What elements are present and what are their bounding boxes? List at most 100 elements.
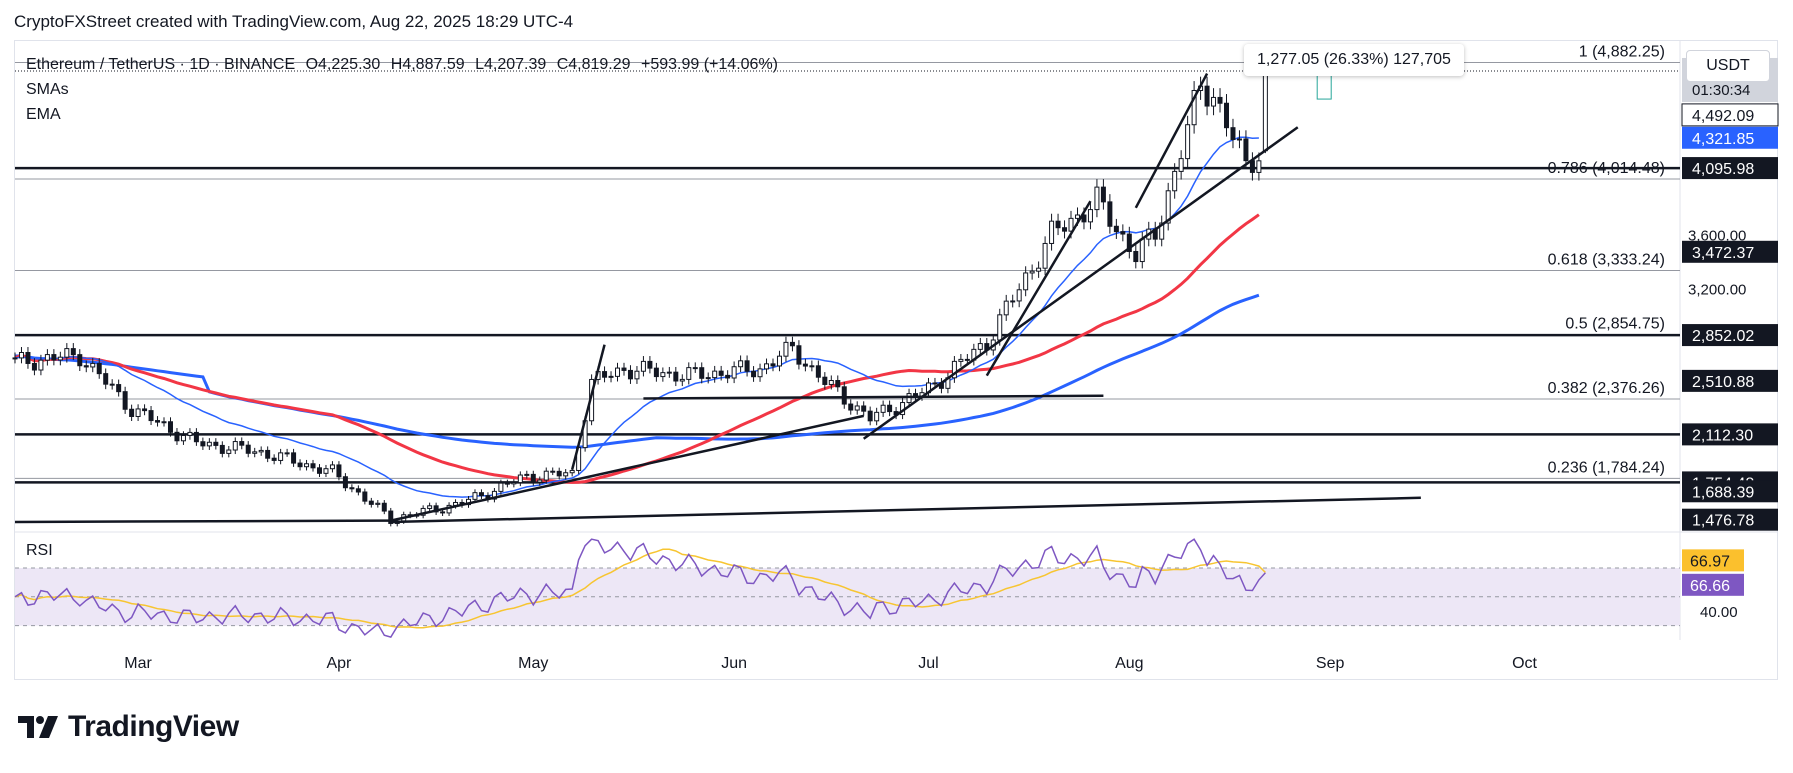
candle-body[interactable] [239,441,245,446]
candle-body[interactable] [31,362,37,371]
candle-body[interactable] [155,420,161,423]
candle-body[interactable] [828,380,834,385]
candle-body[interactable] [381,502,387,512]
currency-button[interactable]: USDT [1686,50,1770,82]
trendline[interactable] [14,519,391,524]
legend-symbol[interactable]: Ethereum / TetherUS · 1D · BINANCE [26,56,296,73]
candle-body[interactable] [297,462,303,468]
candle-body[interactable] [1165,190,1171,224]
candle-body[interactable] [1087,209,1093,223]
candle-body[interactable] [226,449,232,454]
candle-body[interactable] [1223,102,1229,129]
candle-body[interactable] [1256,160,1262,173]
candle-body[interactable] [705,377,711,380]
candle-body[interactable] [660,372,666,378]
candle-body[interactable] [686,367,692,380]
candle-body[interactable] [809,365,815,368]
candle-body[interactable] [673,371,679,382]
legend-indicator-ema[interactable]: EMA [26,106,61,123]
candle-body[interactable] [83,365,89,368]
candle-body[interactable] [478,492,484,497]
candle-body[interactable] [213,441,219,446]
tradingview-logo[interactable]: TradingView [18,710,239,744]
candle-body[interactable] [116,384,122,393]
candle-body[interactable] [783,341,789,357]
candle-body[interactable] [640,360,646,372]
candle-body[interactable] [550,470,556,473]
candle-body[interactable] [109,383,115,386]
candle-body[interactable] [284,452,290,455]
candle-body[interactable] [854,405,860,411]
candle-body[interactable] [738,360,744,368]
candle-body[interactable] [815,365,821,378]
candle-body[interactable] [291,452,297,464]
candle-body[interactable] [951,360,957,379]
candle-body[interactable] [304,463,310,468]
candle-body[interactable] [96,362,102,375]
candle-body[interactable] [498,482,504,492]
candle-body[interactable] [57,356,63,361]
candle-body[interactable] [692,367,698,370]
candle-body[interactable] [129,408,135,417]
candle-body[interactable] [1126,233,1132,252]
candle-body[interactable] [1036,267,1042,272]
candle-body[interactable] [440,511,446,514]
candle-body[interactable] [472,492,478,500]
candle-body[interactable] [342,476,348,489]
candle-body[interactable] [602,371,608,378]
candle-body[interactable] [699,367,705,379]
candle-body[interactable] [1016,289,1022,302]
candle-body[interactable] [1094,186,1100,211]
candle-body[interactable] [187,431,193,436]
candle-body[interactable] [679,378,685,382]
candle-body[interactable] [1191,89,1197,126]
candle-body[interactable] [789,341,795,347]
trendline[interactable] [862,126,1299,440]
candle-body[interactable] [362,491,368,502]
candle-body[interactable] [524,473,530,476]
legend-symbol-row[interactable]: Ethereum / TetherUS · 1D · BINANCE O4,22… [26,52,778,77]
candle-body[interactable] [1003,300,1009,316]
candle-body[interactable] [271,457,277,461]
rsi-pane-label[interactable]: RSI [26,542,53,559]
candle-body[interactable] [1029,270,1035,274]
candle-body[interactable] [1120,231,1126,235]
candle-body[interactable] [848,403,854,411]
candle-body[interactable] [148,410,154,422]
candle-body[interactable] [316,467,322,474]
candle-body[interactable] [977,343,983,350]
candle-body[interactable] [608,375,614,378]
candle-body[interactable] [18,351,24,359]
candle-body[interactable] [1081,214,1087,223]
candle-body[interactable] [666,371,672,374]
candle-body[interactable] [621,367,627,371]
candle-body[interactable] [12,357,18,360]
trendline[interactable] [643,394,1104,400]
candle-body[interactable] [627,369,633,380]
candle-body[interactable] [1133,250,1139,263]
candle-body[interactable] [245,444,251,454]
candle-body[interactable] [653,367,659,378]
candle-body[interactable] [731,366,737,379]
trendline[interactable] [985,200,1092,377]
candle-body[interactable] [1010,300,1016,303]
candle-body[interactable] [349,487,355,490]
candle-body[interactable] [880,404,886,413]
candle-body[interactable] [1100,186,1106,203]
candle-body[interactable] [569,469,575,474]
trendline[interactable] [390,414,864,522]
ema-line[interactable] [14,136,1259,498]
candle-body[interactable] [751,370,757,378]
candle-body[interactable] [517,474,523,484]
candle-body[interactable] [770,363,776,367]
candle-body[interactable] [1249,160,1255,173]
candle-body[interactable] [38,359,44,371]
candle-body[interactable] [543,470,549,481]
candle-body[interactable] [329,464,335,470]
candle-body[interactable] [1159,222,1165,240]
candle-body[interactable] [796,345,802,365]
candle-body[interactable] [537,479,543,483]
candle-body[interactable] [504,482,510,485]
candle-body[interactable] [1185,124,1191,160]
candle-body[interactable] [174,431,180,442]
